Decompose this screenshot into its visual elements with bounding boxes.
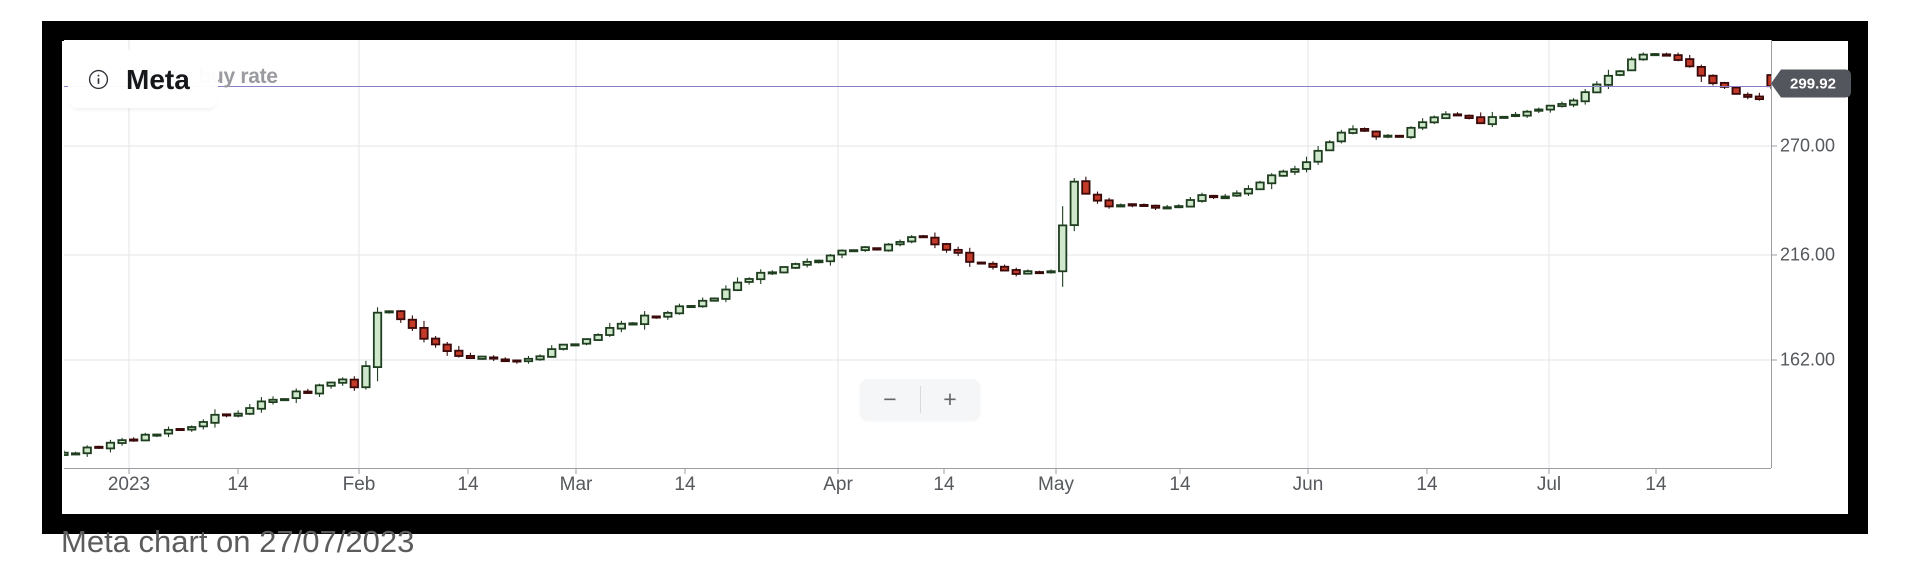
svg-text:299.92: 299.92 bbox=[1790, 76, 1836, 93]
